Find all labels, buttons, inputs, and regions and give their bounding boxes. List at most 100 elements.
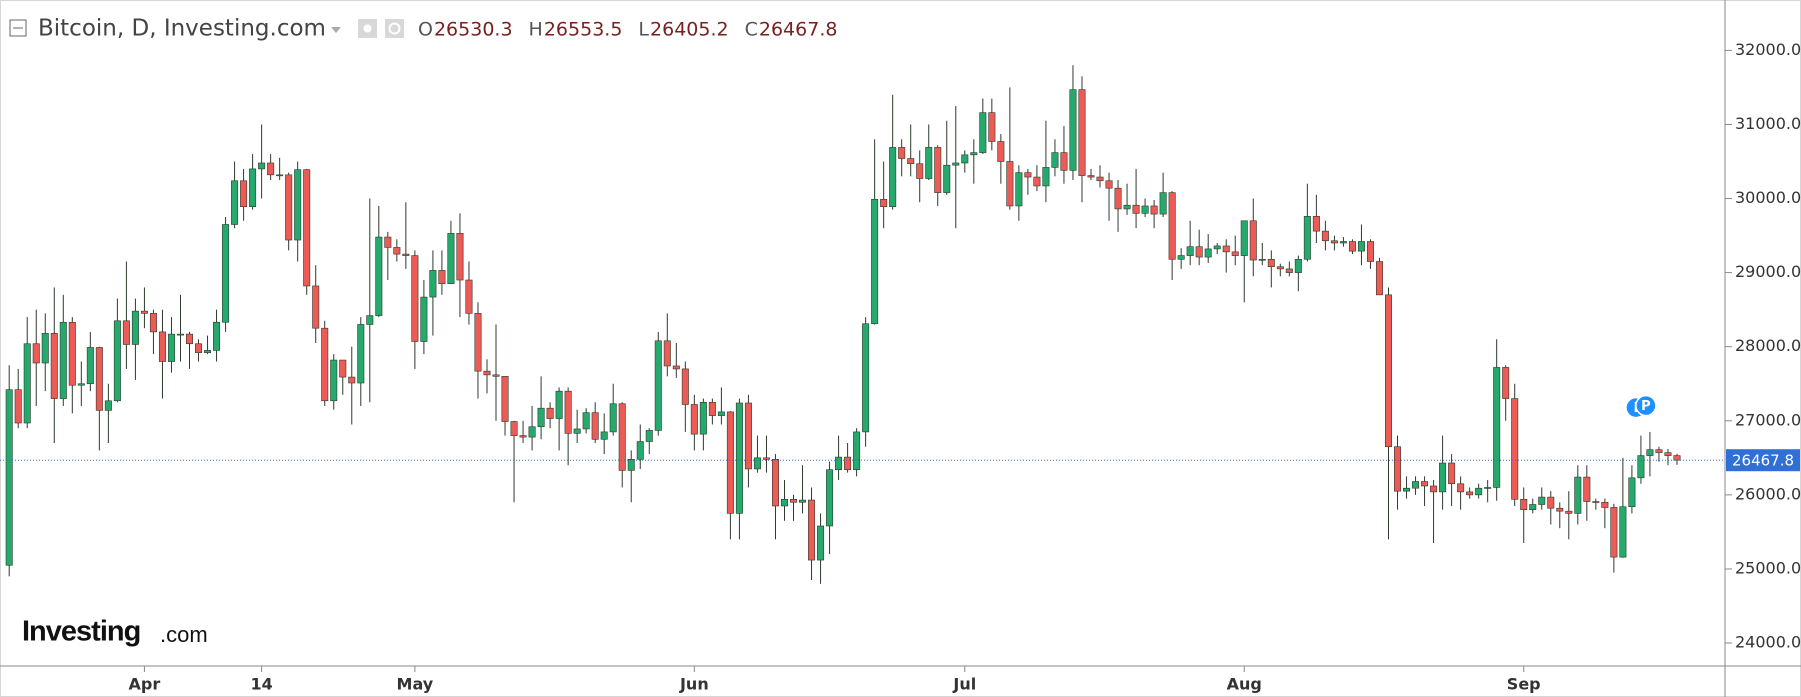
candle-body	[835, 456, 843, 470]
candle-body	[1276, 266, 1284, 270]
candle-body	[420, 296, 428, 342]
candle-body	[1556, 507, 1564, 512]
title-dropdown[interactable]	[331, 27, 341, 33]
candle-body	[32, 343, 40, 364]
candle-body	[735, 402, 743, 514]
collapse-button[interactable]	[9, 19, 27, 37]
candle-body	[1186, 246, 1194, 256]
candle-body	[104, 400, 112, 411]
candle-body	[1321, 230, 1329, 242]
candle-body	[853, 431, 861, 470]
candle-body	[456, 233, 464, 281]
candle-body	[1213, 245, 1221, 250]
candle-body	[753, 457, 761, 470]
candle-body	[167, 333, 175, 362]
candle-body	[1384, 294, 1392, 448]
candle-body	[402, 253, 410, 256]
candle-body	[1475, 487, 1483, 496]
candle-body	[1132, 204, 1140, 214]
candle-body	[465, 279, 473, 314]
candle-body	[871, 198, 879, 325]
candle-body	[1231, 251, 1239, 256]
settings-icon[interactable]	[385, 19, 404, 38]
candle-body	[176, 333, 184, 336]
candle-body	[149, 313, 157, 333]
candle-body	[862, 323, 870, 433]
candle-body	[898, 147, 906, 159]
candle-body	[1330, 240, 1338, 244]
candle-body	[1222, 245, 1230, 253]
ohlc-value: 26405.2	[650, 19, 729, 41]
candle-body	[1087, 175, 1095, 178]
y-tick-label: 30000.0	[1735, 188, 1801, 207]
x-tick-label: May	[397, 675, 434, 694]
candle-body	[1484, 487, 1492, 489]
candle-body	[1096, 176, 1104, 182]
candle-body	[645, 430, 653, 442]
candle-body	[1033, 176, 1041, 187]
candle-body	[907, 158, 915, 165]
candle-body	[357, 324, 365, 384]
candle-body	[158, 331, 166, 362]
candle-body	[573, 428, 581, 434]
candle-body	[1646, 449, 1654, 456]
candle-body	[537, 407, 545, 428]
candle-body	[1249, 220, 1257, 261]
price-label: 26467.8	[1732, 452, 1794, 470]
candle-body	[1114, 187, 1122, 210]
candle-body	[1069, 89, 1077, 171]
candle-body	[1123, 204, 1131, 210]
y-tick-label: 29000.0	[1735, 262, 1801, 281]
candle-body	[195, 343, 203, 353]
candle-body	[1655, 449, 1663, 453]
logo-brand: Investing	[22, 616, 140, 648]
candle-body	[636, 441, 644, 460]
candle-body	[1601, 501, 1609, 508]
candle-body	[744, 402, 752, 470]
candle-body	[384, 236, 392, 248]
candle-body	[222, 224, 230, 323]
candle-body	[77, 383, 85, 386]
x-tick-label: Jun	[679, 675, 709, 694]
candle-body	[1628, 477, 1636, 508]
candle-body	[1394, 446, 1402, 492]
candle-body	[204, 350, 212, 353]
candle-body	[1366, 241, 1374, 262]
x-tick-label: Aug	[1227, 675, 1262, 694]
candle-body	[1168, 192, 1176, 260]
y-tick-label: 31000.0	[1735, 114, 1801, 133]
price-label-box	[1726, 449, 1800, 472]
event-marker	[1635, 394, 1657, 417]
candle-body	[122, 320, 130, 345]
candle-body	[1006, 161, 1014, 207]
ohlc-readout: O 26530.3 H 26553.5 L 26405.2 C 26467.8	[418, 19, 837, 41]
candle-body	[1375, 261, 1383, 296]
y-tick-label: 28000.0	[1735, 336, 1801, 355]
candle-body	[510, 421, 518, 436]
y-tick-label: 32000.0	[1735, 40, 1801, 59]
candle-body	[618, 403, 626, 471]
candle-body	[1574, 476, 1582, 514]
candle-body	[285, 174, 293, 241]
candle-body	[5, 389, 13, 566]
candle-body	[339, 359, 347, 378]
event-marker-label[interactable]: P	[1641, 399, 1651, 414]
candle-body	[1493, 367, 1501, 488]
candle-body	[366, 315, 374, 325]
ohlc-letter: L	[638, 19, 649, 41]
candle-body	[1303, 216, 1311, 260]
candle-body	[1312, 216, 1320, 232]
ohlc-letter: O	[418, 19, 433, 41]
candle-body	[1520, 499, 1528, 510]
x-tick-label: 14	[250, 675, 272, 694]
candle-body	[213, 321, 221, 351]
candle-body	[240, 180, 248, 207]
candle-body	[1294, 258, 1302, 273]
candle-body	[1583, 476, 1591, 502]
candle-body	[1339, 241, 1347, 244]
candle-body	[1150, 205, 1158, 215]
candle-body	[1664, 452, 1672, 456]
candle-body	[1592, 501, 1600, 503]
x-tick-label: Jul	[952, 675, 976, 694]
candle-body	[672, 365, 680, 370]
